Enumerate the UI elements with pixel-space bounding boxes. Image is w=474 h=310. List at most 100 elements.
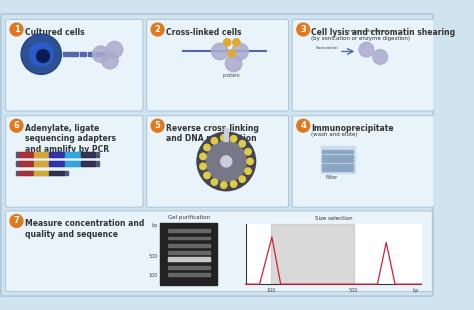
Bar	[349, 159, 353, 162]
Circle shape	[102, 52, 118, 69]
Bar	[168, 229, 210, 232]
Circle shape	[239, 176, 246, 182]
Text: Cell lysis and chromatin shearing: Cell lysis and chromatin shearing	[311, 28, 456, 37]
Bar	[18, 152, 33, 157]
Text: Measure concentration and
quality and sequence: Measure concentration and quality and se…	[25, 219, 144, 238]
FancyBboxPatch shape	[146, 20, 289, 111]
Bar	[344, 159, 348, 162]
Bar	[18, 162, 96, 166]
Bar	[65, 152, 80, 157]
Bar	[344, 164, 348, 167]
Bar	[349, 164, 353, 167]
Circle shape	[197, 132, 255, 191]
Bar	[333, 159, 337, 162]
Text: 500: 500	[148, 254, 157, 259]
Circle shape	[230, 135, 237, 142]
Bar	[225, 128, 228, 141]
Bar	[160, 223, 217, 285]
Bar	[322, 164, 327, 167]
Text: Immunoprecipitate: Immunoprecipitate	[311, 124, 394, 133]
Bar	[333, 164, 337, 167]
Circle shape	[220, 182, 227, 188]
Circle shape	[200, 163, 206, 170]
Text: 3: 3	[301, 25, 306, 34]
Bar	[49, 170, 64, 175]
Bar	[18, 170, 65, 175]
FancyBboxPatch shape	[6, 211, 432, 291]
Bar	[65, 170, 68, 175]
Bar	[320, 146, 356, 173]
Bar	[16, 170, 18, 175]
Text: 6: 6	[14, 121, 19, 130]
Bar	[88, 52, 94, 56]
Bar	[322, 159, 327, 162]
Bar	[49, 162, 64, 166]
Text: Adenylate, ligate
sequencing adapters
and amplify by PCR: Adenylate, ligate sequencing adapters an…	[25, 124, 116, 154]
Circle shape	[36, 50, 49, 63]
Circle shape	[297, 23, 310, 36]
Circle shape	[151, 119, 164, 132]
Bar	[328, 159, 332, 162]
Bar	[338, 164, 343, 167]
Circle shape	[245, 148, 251, 155]
Bar	[168, 244, 210, 247]
Circle shape	[211, 179, 218, 185]
Circle shape	[230, 181, 237, 187]
Circle shape	[232, 43, 248, 60]
Bar	[349, 155, 353, 158]
FancyBboxPatch shape	[146, 116, 289, 207]
Circle shape	[92, 46, 109, 63]
Circle shape	[247, 158, 253, 165]
Text: enzyme digestion: enzyme digestion	[348, 29, 387, 33]
Bar	[16, 152, 18, 157]
Bar	[96, 52, 102, 56]
Bar	[246, 224, 421, 284]
Bar	[333, 168, 337, 171]
Bar	[271, 224, 354, 284]
Bar	[96, 152, 99, 157]
Circle shape	[233, 39, 240, 46]
Circle shape	[204, 172, 210, 179]
FancyBboxPatch shape	[292, 116, 434, 207]
Circle shape	[211, 43, 228, 60]
Bar	[344, 155, 348, 158]
Circle shape	[373, 50, 388, 64]
Circle shape	[225, 55, 242, 72]
Text: (wash and elute): (wash and elute)	[311, 132, 358, 137]
Bar	[81, 152, 95, 157]
Text: Gel purification: Gel purification	[168, 215, 210, 220]
FancyBboxPatch shape	[6, 20, 143, 111]
Bar	[322, 155, 327, 158]
Bar	[104, 52, 111, 56]
Circle shape	[359, 42, 374, 57]
Text: 7: 7	[14, 216, 19, 225]
Bar	[168, 273, 210, 276]
Bar	[322, 168, 327, 171]
Text: 500: 500	[349, 288, 358, 293]
Circle shape	[29, 42, 53, 66]
Bar	[34, 170, 48, 175]
Bar	[344, 150, 348, 153]
Bar	[81, 162, 95, 166]
Bar	[49, 152, 64, 157]
Circle shape	[200, 153, 206, 160]
Circle shape	[206, 141, 246, 182]
Bar	[338, 168, 343, 171]
Bar	[34, 162, 48, 166]
Bar	[338, 159, 343, 162]
Circle shape	[221, 156, 232, 167]
Text: Sonication: Sonication	[316, 46, 339, 50]
Bar	[63, 52, 70, 56]
Bar	[168, 237, 210, 239]
Bar	[328, 155, 332, 158]
Bar	[18, 170, 33, 175]
Bar	[344, 168, 348, 171]
Text: Cultured cells: Cultured cells	[25, 28, 84, 37]
Text: Filter: Filter	[325, 175, 337, 180]
FancyBboxPatch shape	[6, 116, 143, 207]
Circle shape	[224, 39, 231, 46]
Text: 4: 4	[301, 121, 306, 130]
FancyBboxPatch shape	[292, 20, 434, 111]
Circle shape	[204, 144, 210, 151]
Text: (by sonication or enzyme digestion): (by sonication or enzyme digestion)	[311, 36, 410, 41]
